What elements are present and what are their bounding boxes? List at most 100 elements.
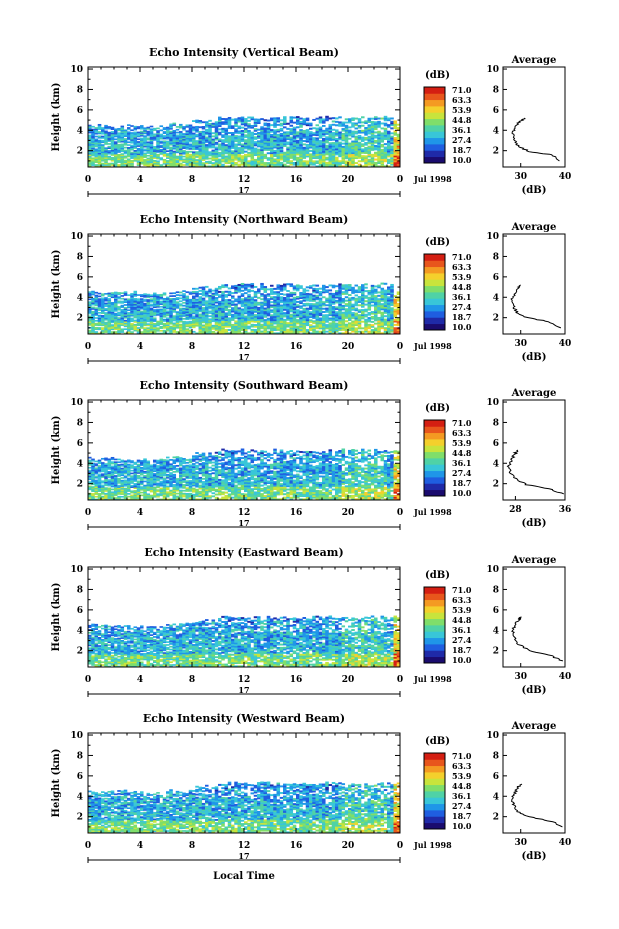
heatmap-cell [364,147,368,149]
heatmap-cell [94,312,99,315]
heatmap-cell [185,318,190,321]
heatmap-cell [338,320,342,323]
heatmap-cell [309,137,313,140]
heatmap-cell [192,145,196,147]
heatmap-cell [370,286,375,289]
heatmap-cell [370,162,375,165]
heatmap-cell [344,304,349,307]
heatmap-cell [318,116,323,119]
heatmap-cell [266,288,271,291]
heatmap-cell [331,297,336,300]
heatmap-cell [364,158,368,161]
heatmap-cell [218,131,222,134]
heatmap-cell [211,324,216,327]
heatmap-cell [188,306,193,308]
heatmap-cell [377,137,381,140]
heatmap-cell [237,287,242,290]
heatmap-cell [188,137,193,140]
heatmap-cell [162,149,167,152]
heatmap-cell [110,149,115,152]
heatmap-cell [133,305,138,307]
heatmap-cell [195,321,199,324]
heatmap-cell [299,307,303,310]
heatmap-cell [231,285,235,288]
heatmap-cell [296,158,300,161]
heatmap-cell [328,284,333,287]
heatmap-cell [130,125,134,127]
heatmap-cell [88,124,92,127]
heatmap-cell [260,127,264,130]
heatmap-cell [195,312,199,315]
heatmap-cell [185,137,190,140]
heatmap-cell [179,310,183,313]
heatmap-cell [318,129,323,132]
heatmap-cell [257,310,261,313]
heatmap-cell [185,124,190,127]
heatmap-cell [231,287,235,290]
heatmap-cell [101,301,105,304]
heatmap-cell [188,329,193,332]
heatmap-cell [253,152,258,155]
heatmap-cell [335,149,339,152]
heatmap-cell [361,158,365,161]
heatmap-cell [380,299,385,302]
heatmap-cell [357,160,362,163]
heatmap-cell [97,303,102,306]
heatmap-cell [328,324,333,327]
heatmap-cell [149,299,154,302]
heatmap-cell [159,293,164,296]
heatmap-cell [214,165,219,168]
heatmap-cell [351,150,355,153]
heatmap-cell [169,151,173,153]
heatmap-cell [208,154,212,157]
heatmap-cell [325,117,329,120]
heatmap-cell [237,143,242,146]
heatmap-cell [354,294,359,297]
heatmap-cell [276,308,281,311]
heatmap-cell [214,324,219,327]
heatmap-cell [309,124,313,127]
heatmap-cell [393,152,398,154]
heatmap-cell [201,140,206,143]
heatmap-cell [205,332,209,335]
heatmap-cell [192,120,196,122]
heatmap-cell [279,134,284,137]
heatmap-cell [88,494,92,496]
heatmap-cell [192,300,196,302]
heatmap-cell [88,481,92,484]
heatmap-cell [218,125,222,127]
heatmap-cell [380,298,385,301]
heatmap-cell [260,282,264,285]
heatmap-cell [110,304,115,307]
heatmap-cell [114,159,118,162]
heatmap-cell [221,329,225,331]
heatmap-cell [266,145,271,148]
heatmap-cell [351,124,355,126]
heatmap-cell [318,297,323,300]
heatmap-cell [257,128,261,131]
heatmap-cell [283,160,287,163]
heatmap-cell [364,310,368,313]
heatmap-cell [166,135,170,137]
heatmap-cell [231,125,235,128]
heatmap-cell [302,153,307,156]
heatmap-cell [218,295,222,298]
heatmap-cell [153,148,157,151]
heatmap-cell [182,296,186,298]
heatmap-cell [341,121,346,124]
heatmap-cell [117,143,121,146]
heatmap-cell [328,299,333,302]
heatmap-cell [377,120,381,123]
heatmap-cell [331,294,336,297]
heatmap-cell [208,304,212,307]
heatmap-cell [380,291,385,294]
heatmap-cell [240,126,245,129]
heatmap-cell [396,329,401,332]
heatmap-cell [286,131,290,134]
heatmap-cell [153,147,157,150]
heatmap-cell [104,147,108,150]
heatmap-cell [263,294,268,297]
heatmap-cell [296,161,300,164]
heatmap-cell [387,134,391,136]
heatmap-cell [179,317,183,320]
